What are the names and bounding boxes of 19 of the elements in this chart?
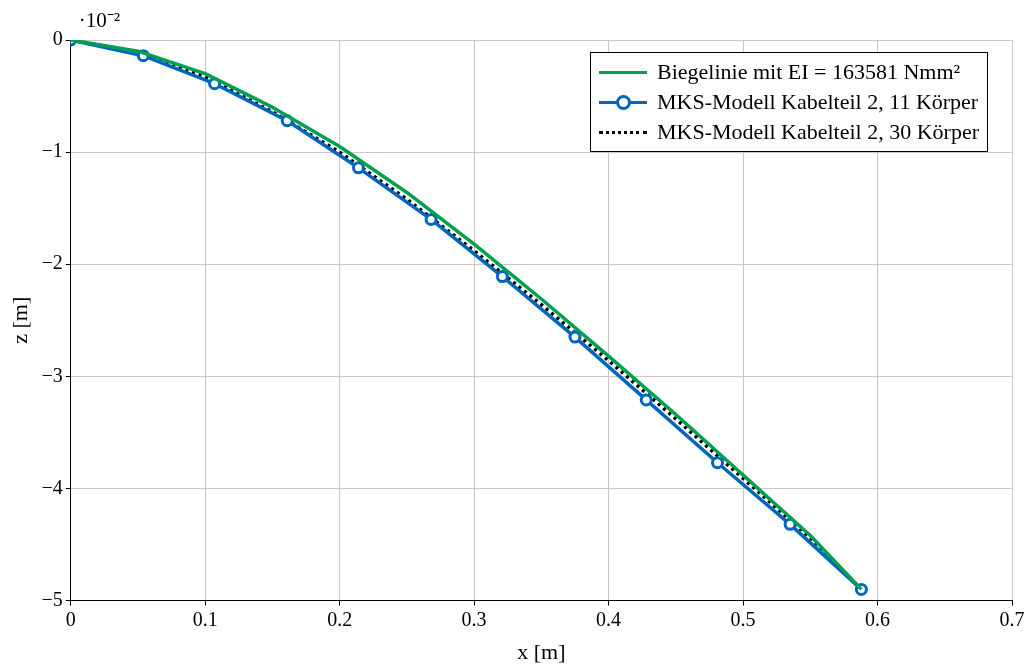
y-tick-label: −2 [41,251,63,274]
y-tick-label: −5 [41,587,63,610]
x-axis-title: x [m] [517,638,566,664]
x-tick-label: 0.3 [461,607,487,630]
legend-label: MKS-Modell Kabelteil 2, 30 Körper [657,118,979,146]
x-tick-label: 0.7 [999,607,1025,630]
x-tick-label: 0.5 [730,607,756,630]
text: ·10⁻² [78,8,120,33]
y-tick-label: −1 [41,139,63,162]
legend-label: MKS-Modell Kabelteil 2, 11 Körper [657,88,979,116]
x-tick-label: 0.2 [327,607,353,630]
legend-label: Biegelinie mit EI = 163581 Nmm² [657,58,961,86]
x-tick-label: 0.6 [865,607,891,630]
x-tick-label: 0.4 [596,607,622,630]
y-tick-label: −3 [41,363,63,386]
y-axis-title: z [m] [6,296,32,344]
y-tick-label: −4 [41,475,63,498]
x-tick-label: 0.1 [192,607,218,630]
y-tick-label: 0 [52,27,63,50]
